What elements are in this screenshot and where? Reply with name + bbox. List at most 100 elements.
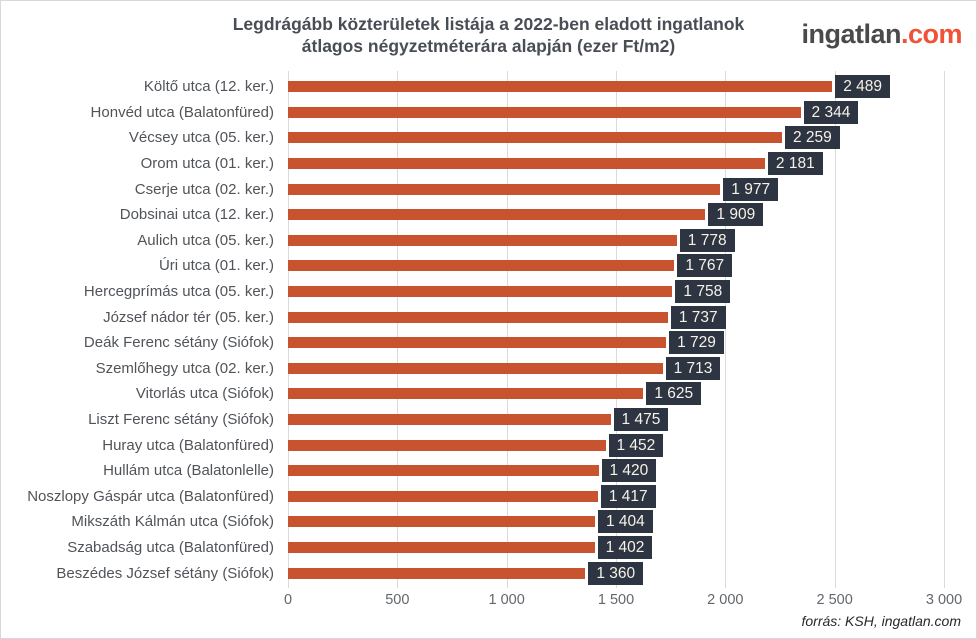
bar-row: Szemlőhegy utca (02. ker.) 1 713	[1, 356, 944, 382]
category-label: Mikszáth Kálmán utca (Siófok)	[71, 513, 274, 531]
value-chip: 1 713	[665, 356, 721, 380]
value-chip: 1 737	[670, 305, 726, 329]
bar-row: Dobsinai utca (12. ker.) 1 909	[1, 202, 944, 228]
bar	[288, 516, 595, 528]
value-chip: 1 475	[613, 408, 669, 432]
bar-row: József nádor tér (05. ker.) 1 737	[1, 304, 944, 330]
bar-track: 2 181	[288, 152, 944, 176]
value-chip: 1 452	[608, 433, 664, 457]
bar-track: 1 625	[288, 382, 944, 406]
bar-row: Hercegprímás utca (05. ker.) 1 758	[1, 279, 944, 305]
bar-track: 1 475	[288, 408, 944, 432]
bar-track: 2 489	[288, 75, 944, 99]
bar-track: 1 360	[288, 561, 944, 585]
chart-title-line2: átlagos négyzetméterára alapján (ezer Ft…	[301, 35, 676, 56]
gridline	[944, 71, 945, 588]
logo-text: ingatlan	[801, 19, 901, 49]
bar	[288, 209, 706, 221]
gridline	[288, 71, 289, 588]
category-label: Szabadság utca (Balatonfüred)	[67, 538, 274, 556]
value-chip: 1 758	[675, 280, 731, 304]
value-chip: 1 778	[679, 228, 735, 252]
category-label: Aulich utca (05. ker.)	[137, 231, 274, 249]
bar-row: Vitorlás utca (Siófok) 1 625	[1, 381, 944, 407]
bar	[288, 439, 606, 451]
category-label: Hullám utca (Balatonlelle)	[103, 462, 274, 480]
bar-row: Beszédes József sétány (Siófok) 1 360	[1, 560, 944, 586]
value-chip: 2 181	[767, 152, 823, 176]
bar	[288, 541, 595, 553]
category-label: Hercegprímás utca (05. ker.)	[83, 283, 274, 301]
category-label: Dobsinai utca (12. ker.)	[119, 206, 274, 224]
x-tick-label: 1 500	[597, 591, 635, 608]
bar-track: 1 713	[288, 356, 944, 380]
value-chip: 1 360	[588, 561, 644, 585]
bar-track: 1 420	[288, 459, 944, 483]
bar-row: Költő utca (12. ker.) 2 489	[1, 74, 944, 100]
bar-rows: Költő utca (12. ker.) 2 489 Honvéd utca (B…	[1, 71, 976, 588]
gridline	[397, 71, 399, 588]
value-chip: 2 489	[835, 75, 891, 99]
category-label: Huray utca (Balatonfüred)	[102, 436, 274, 454]
category-label: Liszt Ferenc sétány (Siófok)	[88, 411, 274, 429]
gridline	[506, 71, 508, 588]
x-axis: 0 500 1 000 1 500 2 000 2 500 3 000	[284, 591, 962, 612]
bar-track: 1 778	[288, 228, 944, 252]
bar-track: 1 909	[288, 203, 944, 227]
bar-track: 1 452	[288, 433, 944, 457]
bar	[288, 183, 721, 195]
value-chip: 2 259	[784, 126, 840, 150]
category-label: Cserje utca (02. ker.)	[134, 180, 274, 198]
bar-row: Szabadság utca (Balatonfüred) 1 402	[1, 535, 944, 561]
bar-row: Honvéd utca (Balatonfüred) 2 344	[1, 100, 944, 126]
bar-track: 2 259	[288, 126, 944, 150]
bar-track: 1 977	[288, 177, 944, 201]
chart-title-line1: Legdrágább közterületek listája a 2022-b…	[232, 14, 745, 34]
category-label: Úri utca (01. ker.)	[158, 257, 274, 275]
bar-row: Cserje utca (02. ker.) 1 977	[1, 176, 944, 202]
value-chip: 1 420	[601, 459, 657, 483]
category-label: József nádor tér (05. ker.)	[103, 308, 274, 326]
value-chip: 1 402	[597, 535, 653, 559]
bar	[288, 106, 801, 118]
value-chip: 1 767	[677, 254, 733, 278]
bar-row: Huray utca (Balatonfüred) 1 452	[1, 432, 944, 458]
bar-track: 2 344	[288, 100, 944, 124]
source-note: forrás: KSH, ingatlan.com	[801, 612, 961, 629]
category-label: Noszlopy Gáspár utca (Balatonfüred)	[27, 487, 274, 505]
bar-row: Vécsey utca (05. ker.) 2 259	[1, 125, 944, 151]
gridline	[834, 71, 836, 588]
bar	[288, 132, 782, 144]
bar	[288, 414, 611, 426]
bar-row: Hullám utca (Balatonlelle) 1 420	[1, 458, 944, 484]
bar-row: Noszlopy Gáspár utca (Balatonfüred) 1 417	[1, 484, 944, 510]
bar-row: Úri utca (01. ker.) 1 767	[1, 253, 944, 279]
category-label: Deák Ferenc sétány (Siófok)	[83, 334, 274, 352]
ingatlan-logo: ingatlan.com	[801, 19, 962, 50]
value-chip: 2 344	[803, 100, 859, 124]
value-chip: 1 977	[723, 177, 779, 201]
bar	[288, 490, 598, 502]
logo-suffix: .com	[900, 19, 963, 49]
bar	[288, 286, 673, 298]
gridline	[725, 71, 727, 588]
bar-row: Deák Ferenc sétány (Siófok) 1 729	[1, 330, 944, 356]
bar-row: Liszt Ferenc sétány (Siófok) 1 475	[1, 407, 944, 433]
bar-track: 1 767	[288, 254, 944, 278]
bar	[288, 465, 599, 477]
x-tick-label: 2 500	[816, 591, 853, 608]
category-label: Orom utca (01. ker.)	[140, 155, 274, 173]
bar-track: 1 402	[288, 535, 944, 559]
bar-chart: Költő utca (12. ker.) 2 489 Honvéd utca (B…	[1, 71, 976, 612]
gridline	[616, 71, 617, 588]
x-tick-label: 500	[385, 591, 410, 608]
bar	[288, 567, 586, 579]
category-label: Költő utca (12. ker.)	[143, 78, 274, 96]
x-tick-label: 3 000	[925, 591, 963, 608]
bar	[288, 311, 668, 323]
x-tick-label: 2 000	[707, 591, 744, 608]
bar-row: Orom utca (01. ker.) 2 181	[1, 151, 944, 177]
value-chip: 1 625	[646, 382, 702, 406]
category-label: Szemlőhegy utca (02. ker.)	[95, 359, 274, 377]
